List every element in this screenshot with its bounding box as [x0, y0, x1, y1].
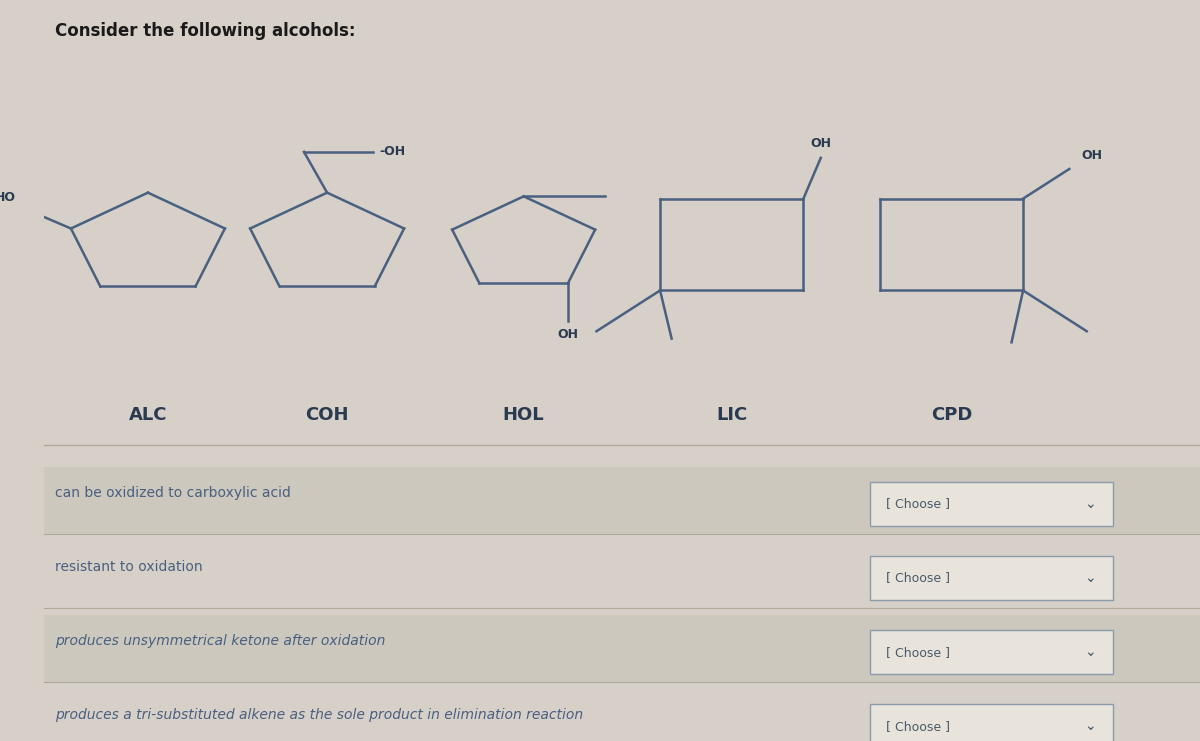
Text: OH: OH — [557, 328, 578, 341]
Text: ⌄: ⌄ — [1085, 720, 1096, 733]
Text: produces unsymmetrical ketone after oxidation: produces unsymmetrical ketone after oxid… — [55, 634, 385, 648]
Text: resistant to oxidation: resistant to oxidation — [55, 560, 203, 574]
Text: HOL: HOL — [503, 406, 545, 424]
Text: OH: OH — [1081, 148, 1102, 162]
Text: [ Choose ]: [ Choose ] — [886, 720, 949, 733]
FancyBboxPatch shape — [44, 467, 1200, 534]
Text: can be oxidized to carboxylic acid: can be oxidized to carboxylic acid — [55, 486, 292, 499]
Text: COH: COH — [305, 406, 349, 424]
Text: [ Choose ]: [ Choose ] — [886, 645, 949, 659]
Text: ⌄: ⌄ — [1085, 645, 1096, 659]
Text: Consider the following alcohols:: Consider the following alcohols: — [55, 22, 356, 40]
Text: ALC: ALC — [128, 406, 167, 424]
Text: -OH: -OH — [379, 145, 406, 159]
FancyBboxPatch shape — [870, 556, 1114, 600]
FancyBboxPatch shape — [870, 630, 1114, 674]
Text: HO: HO — [0, 191, 16, 204]
FancyBboxPatch shape — [44, 615, 1200, 682]
Text: ⌄: ⌄ — [1085, 497, 1096, 511]
Text: ⌄: ⌄ — [1085, 571, 1096, 585]
Text: produces a tri-substituted alkene as the sole product in elimination reaction: produces a tri-substituted alkene as the… — [55, 708, 583, 722]
Text: LIC: LIC — [716, 406, 748, 424]
FancyBboxPatch shape — [870, 482, 1114, 526]
FancyBboxPatch shape — [870, 704, 1114, 741]
Text: [ Choose ]: [ Choose ] — [886, 497, 949, 511]
Text: CPD: CPD — [931, 406, 972, 424]
Text: [ Choose ]: [ Choose ] — [886, 571, 949, 585]
Text: OH: OH — [810, 137, 832, 150]
